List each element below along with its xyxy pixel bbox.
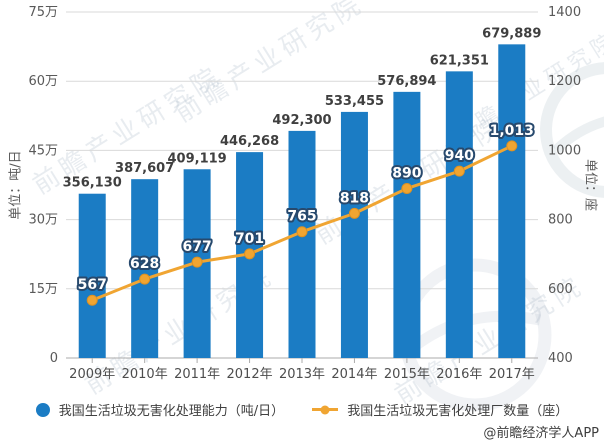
right-axis-tick: 1000: [548, 143, 581, 158]
line-value-label: 765: [287, 209, 316, 225]
bar-value-label: 387,607: [115, 161, 174, 176]
left-axis-title: 单位：吨/日: [8, 150, 24, 220]
bar: [340, 111, 368, 358]
line-point: [506, 140, 518, 152]
right-axis-tick: 400: [548, 351, 573, 366]
bar: [393, 91, 421, 359]
x-axis-label: 2016年: [436, 367, 482, 382]
left-axis-tick: 60万: [28, 74, 58, 89]
source-credit: @前瞻经济学人APP: [483, 426, 599, 441]
left-axis-tick: 75万: [28, 5, 58, 20]
line-point: [453, 165, 465, 177]
line-value-label: 677: [182, 239, 211, 255]
legend-item-plants: 我国生活垃圾无害化处理厂数量（座）: [312, 400, 568, 419]
x-axis-label: 2017年: [489, 367, 535, 382]
bar-value-label: 621,351: [430, 53, 489, 68]
line-value-label: 940: [445, 148, 474, 164]
bar: [78, 193, 106, 358]
bar-value-label: 446,268: [220, 134, 279, 149]
x-axis-label: 2011年: [174, 367, 220, 382]
x-axis-label: 2014年: [331, 367, 377, 382]
line-point: [348, 207, 360, 219]
bar-value-label: 679,889: [482, 26, 541, 41]
x-axis-label: 2013年: [279, 367, 325, 382]
legend-line-dot-icon: [320, 405, 330, 414]
bar-value-label: 409,119: [168, 151, 227, 166]
bar: [288, 130, 316, 358]
bar-value-label: 356,130: [63, 176, 122, 191]
x-axis-label: 2015年: [384, 367, 430, 382]
legend-item-capacity: 我国生活垃圾无害化处理能力（吨/日）: [35, 400, 285, 419]
line-point: [296, 226, 308, 238]
right-axis-tick: 800: [548, 213, 573, 228]
bar-value-label: 492,300: [272, 113, 331, 128]
left-axis-tick: 15万: [28, 282, 58, 297]
line-point: [139, 273, 151, 285]
right-axis-title: 单位：座: [582, 158, 598, 212]
line-value-label: 567: [78, 277, 107, 293]
legend: 我国生活垃圾无害化处理能力（吨/日） 我国生活垃圾无害化处理厂数量（座）: [0, 400, 604, 419]
left-axis-tick: 45万: [28, 143, 58, 158]
line-value-label: 818: [340, 190, 369, 206]
line-point: [191, 256, 203, 268]
legend-label-plants: 我国生活垃圾无害化处理厂数量（座）: [347, 404, 569, 419]
left-axis-tick: 30万: [28, 213, 58, 228]
right-axis-tick: 1400: [548, 5, 581, 20]
line-value-label: 701: [235, 231, 264, 247]
legend-bar-marker-icon: [35, 402, 50, 417]
x-axis-label: 2010年: [122, 367, 168, 382]
right-axis-tick: 600: [548, 282, 573, 297]
line-value-label: 1,013: [490, 123, 534, 139]
line-value-label: 628: [130, 256, 159, 272]
line-value-label: 890: [392, 165, 421, 181]
right-axis-tick: 1200: [548, 74, 581, 89]
legend-label-capacity: 我国生活垃圾无害化处理能力（吨/日）: [58, 404, 285, 419]
line-point: [401, 182, 413, 194]
left-axis-tick: 0: [50, 351, 58, 366]
bar: [498, 44, 526, 358]
line-point: [244, 248, 256, 260]
x-axis-label: 2012年: [227, 367, 273, 382]
bar-value-label: 576,894: [377, 74, 436, 89]
bar: [131, 179, 159, 358]
line-point: [86, 294, 98, 306]
bar: [445, 71, 473, 359]
bar-value-label: 533,455: [325, 94, 384, 109]
x-axis-label: 2009年: [69, 367, 115, 382]
legend-line-marker-icon: [312, 405, 339, 414]
